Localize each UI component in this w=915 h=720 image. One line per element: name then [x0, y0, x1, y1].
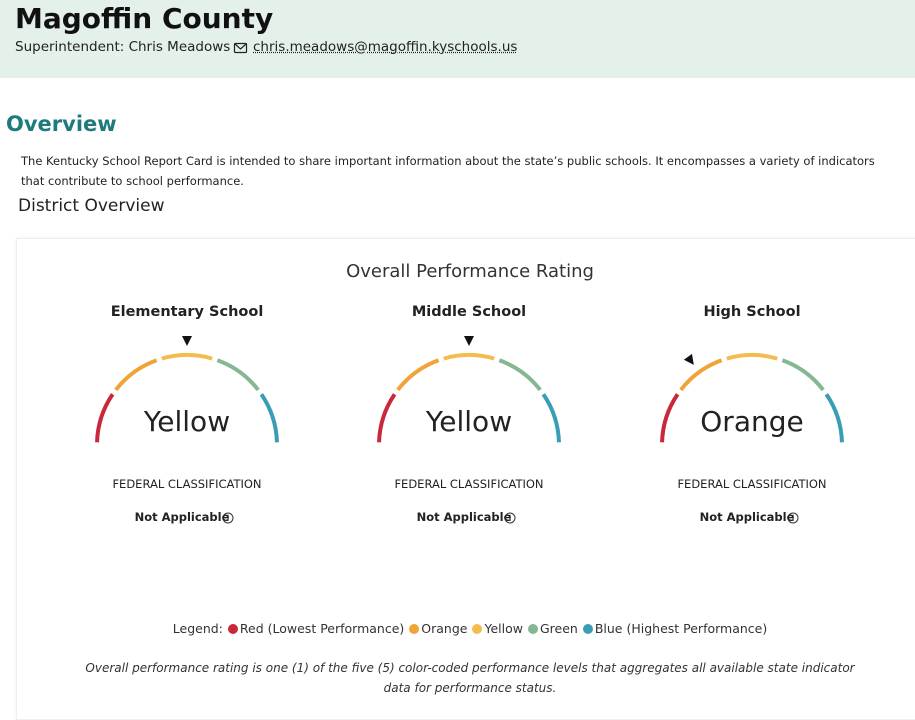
school-name: Elementary School: [57, 304, 317, 320]
rating-text: Yellow: [57, 405, 317, 438]
page: Magoffin County Superintendent: Chris Me…: [0, 0, 915, 705]
legend-item: Red (Lowest Performance): [240, 621, 404, 636]
classification-label: FEDERAL CLASSIFICATION: [622, 477, 882, 491]
email-link[interactable]: chris.meadows@magoffin.kyschools.us: [253, 39, 517, 55]
classification-value: Not Applicable: [334, 510, 594, 524]
rating-text: Yellow: [339, 405, 599, 438]
overview-description: The Kentucky School Report Card is inten…: [21, 151, 891, 191]
legend-item: Green: [540, 621, 578, 636]
school-name: High School: [622, 304, 882, 320]
district-overview-heading: District Overview: [18, 196, 165, 216]
classification-value: Not Applicable: [52, 510, 312, 524]
school-name: Middle School: [339, 304, 599, 320]
legend-item: Yellow: [484, 621, 522, 636]
legend-label: Legend:: [173, 621, 223, 636]
legend-item: Blue (Highest Performance): [595, 621, 767, 636]
legend: Legend: Red (Lowest Performance) Orange Yel…: [0, 621, 915, 636]
legend-dot: [228, 624, 238, 634]
classification-label: FEDERAL CLASSIFICATION: [339, 477, 599, 491]
classification-value: Not Applicable: [617, 510, 877, 524]
overview-heading: Overview: [6, 112, 117, 136]
panel-title: Overall Performance Rating: [0, 261, 915, 282]
legend-dot: [528, 624, 538, 634]
classification-label: FEDERAL CLASSIFICATION: [57, 477, 317, 491]
legend-dot: [583, 624, 593, 634]
mail-icon: [235, 44, 247, 53]
legend-item: Orange: [421, 621, 467, 636]
legend-dot: [409, 624, 419, 634]
rating-text: Orange: [622, 405, 882, 438]
footnote: Overall performance rating is one (1) of…: [70, 658, 870, 698]
legend-dot: [472, 624, 482, 634]
